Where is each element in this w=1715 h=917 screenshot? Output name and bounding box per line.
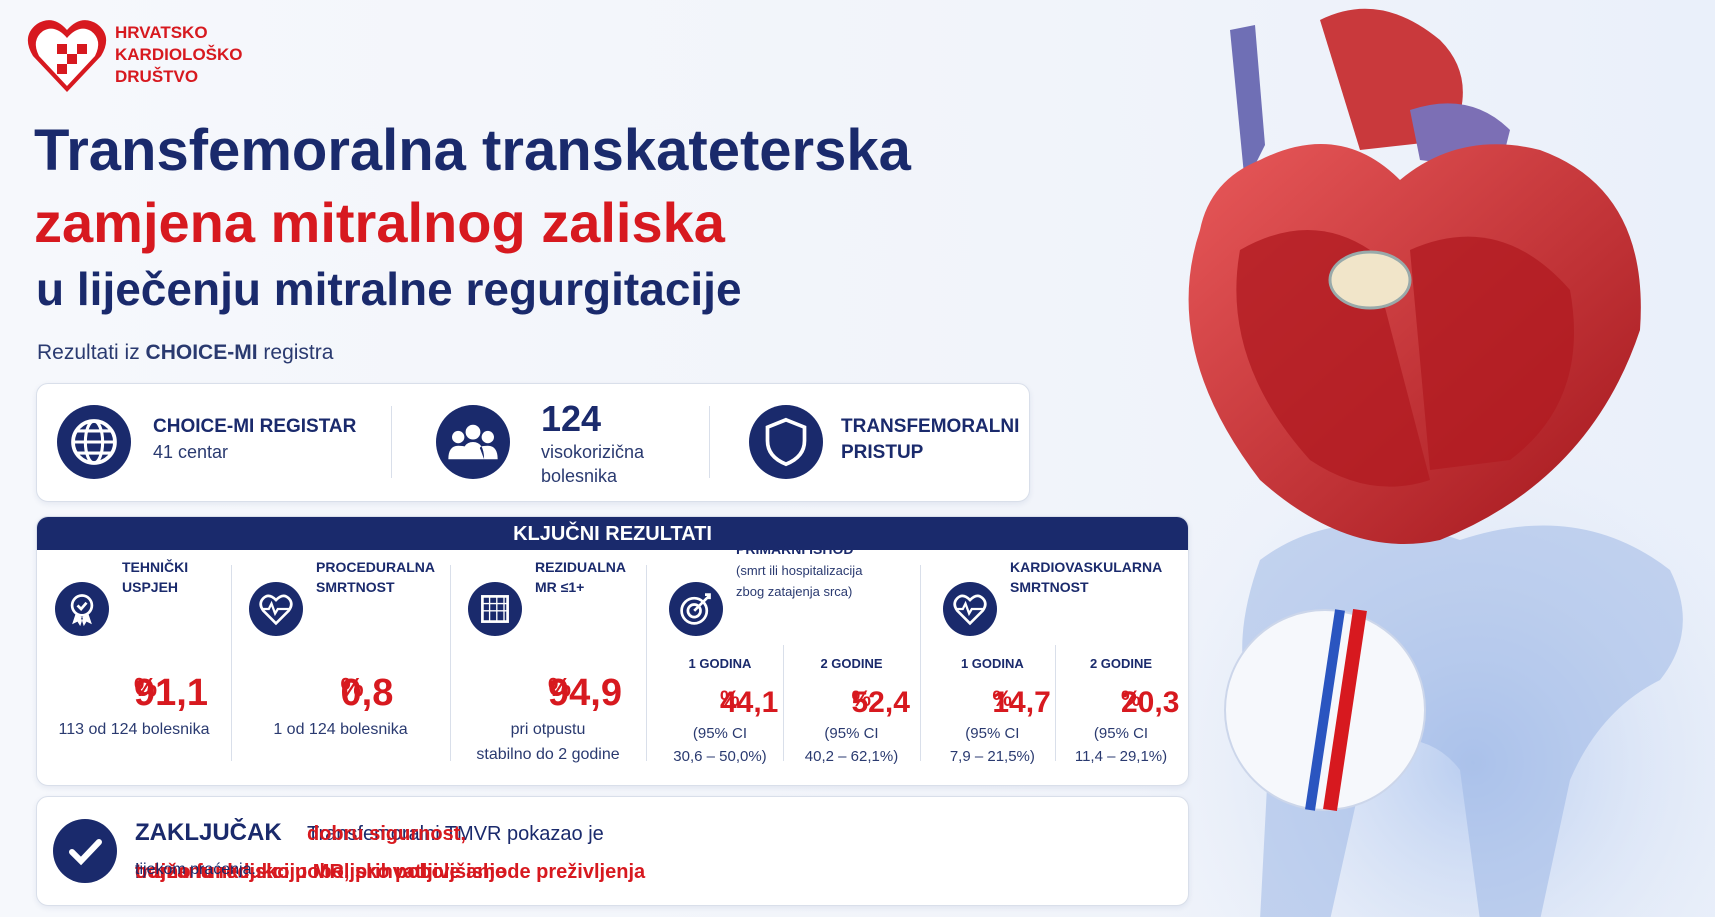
overview-detail: visokorizična — [541, 442, 645, 462]
overview-title: PRISTUP — [841, 442, 924, 463]
divider — [231, 565, 232, 761]
confidence-interval: (95% CI — [1093, 725, 1149, 742]
subtitle: Rezultati iz CHOICE-MI registra — [37, 341, 333, 365]
confidence-interval: 40,2 – 62,1%) — [804, 748, 899, 765]
results-header: KLJUČNI REZULTATI — [37, 517, 1188, 550]
conclusion-box: ZAKLJUČAK Transfemoralni TMVR pokazao je… — [36, 796, 1189, 906]
confidence-interval: 30,6 – 50,0%) — [673, 748, 767, 765]
confidence-interval: 11,4 – 29,1%) — [1074, 748, 1168, 765]
icon — [436, 405, 510, 479]
value: 14,7 — [992, 686, 1051, 719]
period: 1 GODINA — [960, 656, 1024, 671]
result-label: KARDIOVASKULARNA — [1010, 559, 1163, 575]
overview-title: 124 — [541, 398, 602, 439]
logo-line: KARDIOLOŠKO — [115, 45, 243, 64]
logo-text: HRVATSKO KARDIOLOŠKO DRUŠTVO — [115, 22, 243, 88]
icon — [669, 582, 723, 636]
icon — [749, 405, 823, 479]
value: 52,4 — [851, 686, 910, 719]
conclusion-segment: trajno funkcjsko poboljsko poboljšanje — [135, 861, 507, 883]
period: 2 GODINE — [820, 656, 883, 671]
divider — [920, 565, 921, 761]
logo-line: DRUŠTVO — [115, 67, 199, 86]
result-note: stabilno do 2 godine — [476, 746, 620, 763]
title-line: Transfemoralna transkateterska — [34, 118, 911, 183]
result-label: SMRTNOST — [316, 579, 395, 595]
title-line: zamjena mitralnog zaliska — [34, 191, 725, 254]
overview-detail: 41 centar — [153, 442, 229, 462]
overview-title: TRANSFEMORALNI — [841, 416, 1020, 437]
result-label: REZIDUALNA — [535, 559, 626, 575]
confidence-interval: 7,9 – 21,5%) — [949, 748, 1035, 765]
result-label: PRIMARNI ISHOD — [736, 541, 854, 557]
overview-box: CHOICE-MI REGISTAR 41 centar 124 visokorizi… — [36, 383, 1030, 502]
confidence-interval: (95% CI — [824, 725, 879, 742]
conclusion-segment: dobru sigurnost, — [307, 823, 466, 845]
icon — [55, 582, 109, 636]
divider — [391, 406, 392, 478]
unit: % — [340, 672, 364, 702]
conclusion-segment: i — [135, 861, 140, 883]
period: 1 GODINA — [688, 656, 752, 671]
result-label: TEHNIČKI — [122, 559, 189, 575]
result-sublabel: (smrt ili hospitalizacija — [736, 563, 863, 578]
subtitle-highlight: CHOICE-MI — [145, 341, 258, 364]
value: 91,1 — [134, 672, 208, 714]
icon — [249, 582, 303, 636]
result-note: 113 od 124 bolesnika — [58, 721, 210, 738]
confidence-interval: (95% CI — [965, 725, 1020, 742]
value: 20,3 — [1121, 686, 1180, 719]
icon — [57, 405, 131, 479]
check-icon — [53, 819, 117, 883]
result-sublabel: zbog zatajenja srca) — [736, 584, 853, 599]
title-line: u liječenju mitralne regurgitacije — [36, 263, 742, 315]
divider — [646, 565, 647, 761]
result-label: USPJEH — [122, 579, 179, 595]
conclusion-segment: tijekom praćenja. — [135, 861, 256, 878]
unit: % — [134, 672, 158, 702]
logo-line: HRVATSKO — [115, 23, 208, 42]
unit: % — [548, 672, 572, 702]
conclusion-heading: ZAKLJUČAK — [135, 819, 282, 846]
value: 0,8 — [340, 672, 394, 714]
result-note: 1 od 124 bolesnika — [273, 721, 408, 738]
value: 44,1 — [719, 686, 779, 719]
divider — [450, 565, 451, 761]
subtitle-prefix: Rezultati iz — [37, 341, 140, 364]
icon — [468, 582, 522, 636]
overview-title: CHOICE-MI REGISTAR — [153, 416, 357, 437]
value: 94,9 — [548, 672, 622, 714]
conclusion-segment: održanu redukciju MR, prihvatljive ishod… — [135, 861, 646, 883]
result-label: SMRTNOST — [1010, 579, 1089, 595]
results-panel: KLJUČNI REZULTATI TEHNIČKI USPJEH 91,1% 113… — [36, 516, 1189, 786]
result-label: MR ≤1+ — [535, 579, 585, 595]
divider — [1055, 645, 1056, 761]
result-label: PROCEDURALNA — [316, 559, 435, 575]
result-note: pri otpustu — [510, 721, 586, 738]
divider — [709, 406, 710, 478]
unit: % — [1121, 686, 1141, 711]
overview-detail: bolesnika — [541, 466, 618, 486]
icon — [943, 582, 997, 636]
period: 2 GODINE — [1089, 656, 1153, 671]
unit: % — [992, 686, 1012, 711]
unit: % — [719, 686, 740, 711]
unit: % — [851, 686, 872, 711]
subtitle-suffix: registra — [263, 341, 334, 364]
confidence-interval: (95% CI — [692, 725, 748, 742]
conclusion-segment: Transfemoralni TMVR pokazao je — [307, 823, 604, 845]
heart-illustration — [1110, 8, 1715, 917]
logo-heart — [27, 20, 107, 92]
divider — [783, 645, 784, 761]
